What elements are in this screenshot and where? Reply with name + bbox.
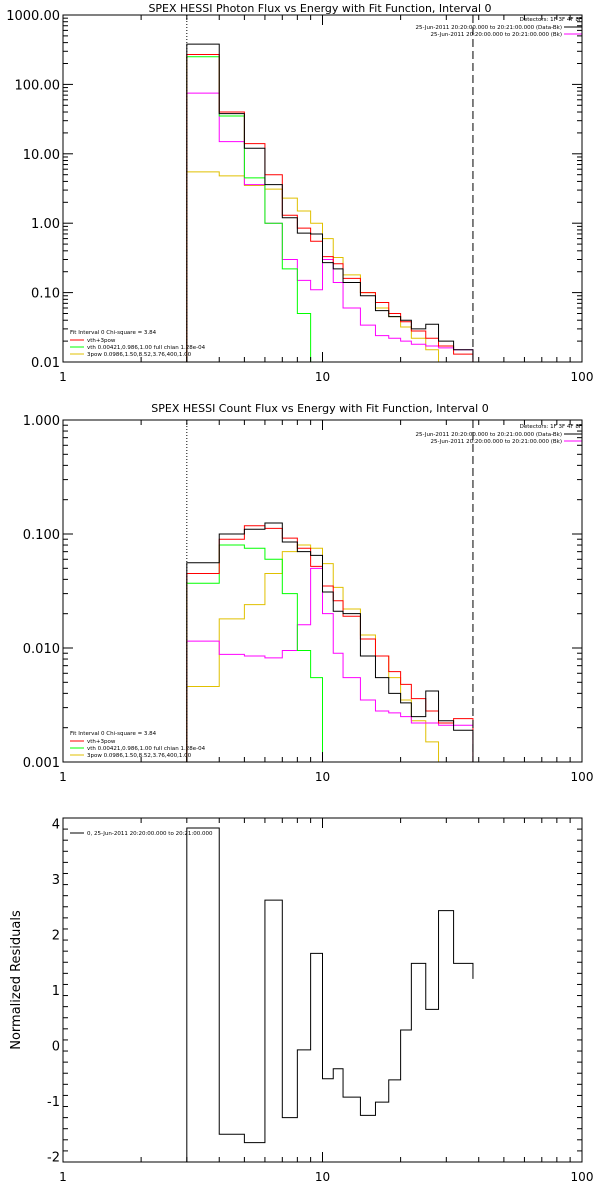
count-series-yellow — [186, 544, 440, 762]
photon-legend-bk: 25-Jun-2011 20:20:00.000 to 20:21:00.000… — [430, 32, 562, 38]
residual-y-tick-label: 4 — [52, 818, 60, 833]
count-y-tick-label: 0.010 — [23, 642, 60, 657]
photon-x-tick-label: 100 — [571, 370, 594, 384]
residual-y-tick-label: 0 — [52, 1039, 60, 1054]
residual-y-tick-label: 1 — [52, 984, 60, 999]
photon-x-tick-label: 10 — [315, 370, 330, 384]
count-x-tick-label: 10 — [315, 770, 330, 784]
count-y-tick-label: 0.001 — [23, 756, 60, 771]
photon-y-tick-label: 1.00 — [31, 217, 60, 232]
photon-y-tick-label: 0.01 — [31, 356, 60, 371]
photon-flux-title: SPEX HESSI Photon Flux vs Energy with Fi… — [148, 2, 491, 15]
photon-y-tick-label: 0.10 — [31, 287, 60, 302]
residual-series-black — [186, 827, 474, 1162]
photon-series-black — [186, 43, 474, 362]
count-legend-detectors: Detectors: 1F 3F 4F 8F — [520, 424, 582, 430]
count-flux-title: SPEX HESSI Count Flux vs Energy with Fit… — [151, 402, 488, 415]
photon-fit-label-vth: vth 0.00421,0.986,1.00 full chian 1.28e-… — [87, 345, 206, 351]
count-plot-area: 1 10 100 0.001 0.010 0.100 1.000 — [23, 414, 594, 784]
count-y-tick-label: 1.000 — [23, 414, 60, 429]
photon-flux-panel: SPEX HESSI Photon Flux vs Energy with Fi… — [70, 2, 582, 358]
photon-legend-detectors: Detectors: 1F 3F 4F 8F — [520, 17, 582, 23]
photon-x-tick-label: 1 — [59, 370, 67, 384]
count-series-black — [186, 522, 474, 762]
count-fit-label-3pow: 3pow 0.0986,1.50,8.52,3.76,400,1.00 — [87, 753, 192, 759]
count-legend-bk: 25-Jun-2011 20:20:00.000 to 20:21:00.000… — [430, 439, 562, 445]
residuals-panel: 0, 25-Jun-2011 20:20:00.000 to 20:21:00.… — [9, 831, 213, 1050]
count-fit-info: Fit Interval 0 Chi-square = 3.84 — [70, 731, 157, 737]
count-fit-label-vth3pow: vth+3pow — [87, 739, 116, 745]
photon-y-tick-label: 10.00 — [23, 148, 60, 163]
photon-fit-label-3pow: 3pow 0.0986,1.50,8.52,3.76,400,1.00 — [87, 352, 192, 358]
photon-plot-area: 1 10 100 0.01 0.10 1.00 10.00 100.00 1000.00 — [6, 9, 593, 384]
count-x-tick-label: 100 — [571, 770, 594, 784]
count-y-tick-label: 0.100 — [23, 528, 60, 543]
photon-fit-label-vth3pow: vth+3pow — [87, 338, 116, 344]
count-legend-databk: 25-Jun-2011 20:20:00.000 to 20:21:00.000… — [416, 432, 562, 438]
photon-y-tick-label: 100.00 — [15, 78, 61, 93]
residual-y-axis-label: Normalized Residuals — [9, 910, 24, 1050]
residual-y-tick-label: 3 — [52, 873, 60, 888]
residual-y-tick-label: -1 — [47, 1095, 60, 1110]
residual-x-tick-label: 100 — [571, 1170, 594, 1184]
count-series-group — [186, 522, 474, 762]
photon-y-tick-label: 1000.00 — [6, 9, 60, 24]
residual-y-tick-label: 2 — [52, 929, 60, 944]
residual-legend-label: 0, 25-Jun-2011 20:20:00.000 to 20:21:00.… — [87, 831, 213, 837]
count-flux-panel: SPEX HESSI Count Flux vs Energy with Fit… — [70, 402, 582, 759]
residual-plot-area: 1 10 100 -2 -1 0 1 2 3 4 — [47, 817, 594, 1184]
residual-y-tick-label: -2 — [47, 1150, 60, 1165]
residual-x-tick-label: 10 — [315, 1170, 330, 1184]
count-fit-label-vth: vth 0.00421,0.986,1.00 full chian 1.28e-… — [87, 746, 206, 752]
photon-series-group — [186, 43, 474, 362]
residual-series-group — [186, 827, 474, 1162]
photon-fit-info: Fit Interval 0 Chi-square = 3.84 — [70, 330, 157, 336]
count-series-magenta — [186, 567, 474, 762]
photon-legend-databk: 25-Jun-2011 20:20:00.000 to 20:21:00.000… — [416, 25, 562, 31]
count-x-tick-label: 1 — [59, 770, 67, 784]
residual-x-tick-label: 1 — [59, 1170, 67, 1184]
